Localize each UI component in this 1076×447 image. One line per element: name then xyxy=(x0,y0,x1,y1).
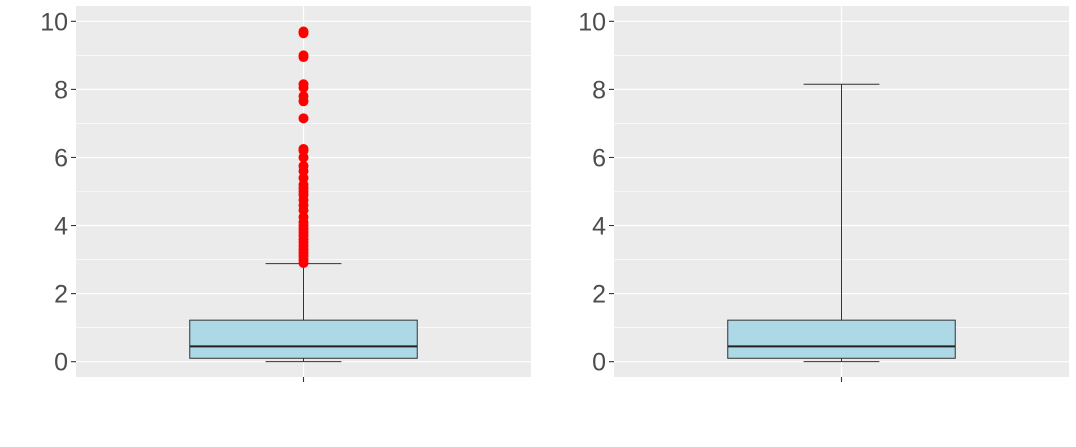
y-tick-label: 10 xyxy=(578,8,606,36)
outlier-point xyxy=(298,79,309,90)
y-tick-label: 0 xyxy=(592,349,606,377)
y-tick-label: 6 xyxy=(54,144,68,172)
outlier-point xyxy=(298,113,309,124)
outlier-point xyxy=(298,50,309,61)
box-iqr xyxy=(189,319,418,359)
outlier-point xyxy=(298,26,309,37)
box-iqr xyxy=(727,319,956,359)
y-tick-label: 4 xyxy=(54,213,68,241)
boxplot-panel-left: 0 2 4 6 8 10 xyxy=(40,6,531,382)
y-tick-label: 0 xyxy=(54,349,68,377)
outlier-point xyxy=(298,143,309,154)
y-tick-label: 6 xyxy=(592,144,606,172)
boxplot-panel-right: 0 2 4 6 8 10 xyxy=(578,6,1069,382)
outlier-point xyxy=(298,91,309,102)
y-tick-label: 10 xyxy=(40,8,68,36)
y-tick-label: 4 xyxy=(592,213,606,241)
y-tick-label: 2 xyxy=(592,281,606,309)
y-tick-label: 2 xyxy=(54,281,68,309)
y-tick-label: 8 xyxy=(54,76,68,104)
outlier-point xyxy=(298,160,309,171)
y-tick-label: 8 xyxy=(592,76,606,104)
